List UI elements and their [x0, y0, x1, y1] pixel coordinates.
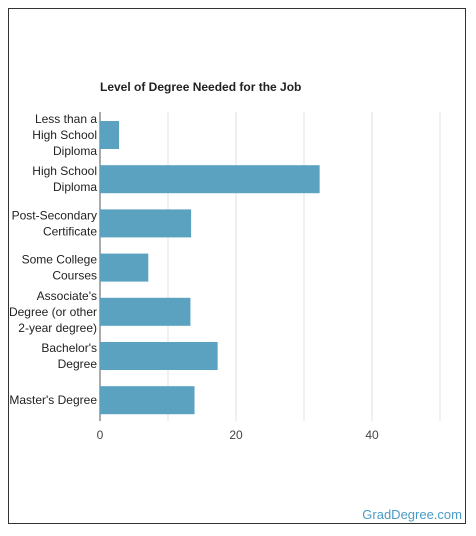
- chart-frame: [8, 8, 466, 524]
- category-label: Less than a: [35, 112, 97, 126]
- category-label: Bachelor's: [41, 341, 97, 355]
- x-tick-label: 0: [97, 428, 104, 442]
- x-tick-label: 20: [229, 428, 243, 442]
- category-label: Degree (or other: [9, 305, 97, 319]
- category-label: Some College: [22, 253, 98, 267]
- gridlines: [99, 112, 441, 421]
- category-label: High School: [32, 128, 97, 142]
- category-label: Associate's: [37, 289, 97, 303]
- bar: [100, 209, 192, 238]
- bars: [100, 121, 320, 415]
- bar: [100, 165, 320, 194]
- category-label: Diploma: [53, 180, 97, 194]
- bar: [100, 253, 149, 282]
- bar: [100, 342, 218, 370]
- category-label: Master's Degree: [9, 393, 97, 407]
- x-tick-label: 40: [365, 428, 379, 442]
- category-label: Diploma: [53, 144, 97, 158]
- category-label: Degree: [58, 357, 98, 371]
- bar: [100, 386, 195, 415]
- chart-title: Level of Degree Needed for the Job: [100, 80, 301, 94]
- category-label: Post-Secondary: [12, 208, 97, 222]
- brand-link[interactable]: GradDegree.com: [362, 507, 462, 522]
- x-tick-labels: 0 20 40: [97, 428, 379, 442]
- category-labels: Less than a High School Diploma High School…: [9, 112, 97, 407]
- category-label: Courses: [52, 269, 97, 283]
- category-label: High School: [32, 164, 97, 178]
- bar: [100, 297, 191, 326]
- category-label: Certificate: [43, 224, 97, 238]
- category-label: 2-year degree): [18, 321, 97, 335]
- bar: [100, 121, 120, 149]
